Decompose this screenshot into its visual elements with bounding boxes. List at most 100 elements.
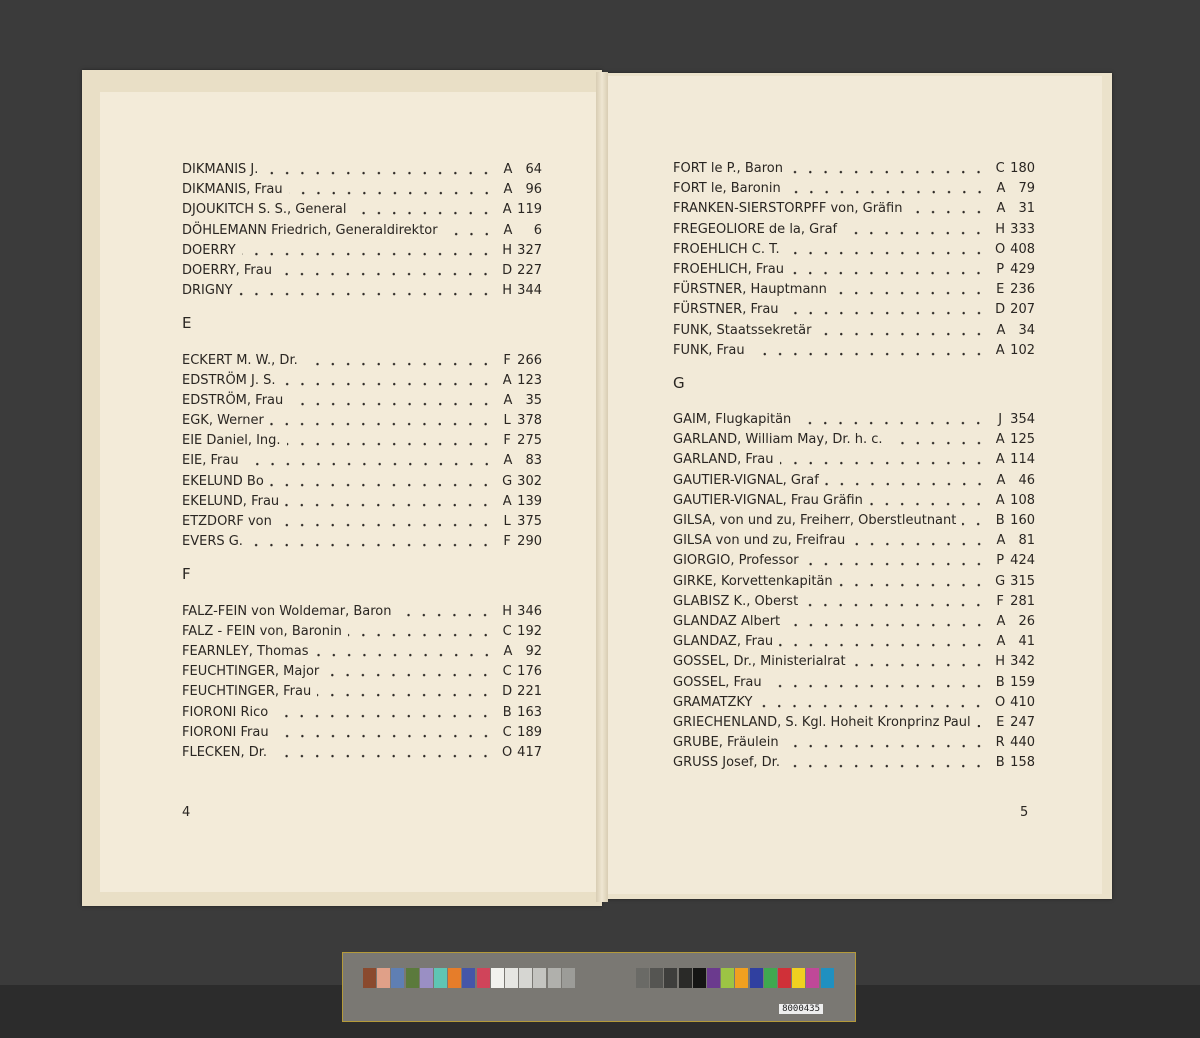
dot-leader [269, 471, 494, 492]
index-entry: FORT le P., Baron C 180 [673, 159, 1035, 180]
entry-name: FLECKEN, Dr. [182, 744, 268, 760]
dot-leader [976, 712, 987, 734]
entry-letter: H [502, 242, 513, 258]
section-heading: F [182, 565, 191, 584]
color-swatch [721, 968, 735, 988]
entry-letter: A [502, 202, 512, 218]
index-entry: GILSA von und zu, Freifrau A 81 [673, 531, 1035, 552]
entry-letter: H [995, 221, 1006, 237]
index-entry: GIORGIO, Professor P 424 [673, 551, 1035, 572]
entry-name: DÖHLEMANN Friedrich, Generaldirektor [182, 222, 438, 238]
entry-name: GILSA von und zu, Freifrau [673, 533, 846, 549]
dot-leader [317, 682, 494, 703]
color-swatch [792, 968, 806, 988]
entry-name: FIORONI Rico [182, 704, 269, 720]
color-swatch [692, 968, 706, 988]
entry-page: 160 [1010, 513, 1035, 528]
entry-letter: L [503, 514, 511, 529]
dot-leader [397, 601, 494, 622]
entry-letter: E [996, 282, 1005, 298]
entry-page: 221 [517, 684, 542, 700]
dot-leader [758, 692, 987, 713]
entry-letter: D [502, 262, 513, 278]
entry-letter: A [502, 372, 512, 388]
index-entry: FROEHLICH C. T. O 408 [673, 239, 1035, 260]
index-entry: GLANDAZ, Frau A 41 [673, 632, 1035, 653]
index-entry: FÜRSTNER, Frau D 207 [673, 300, 1035, 321]
dot-leader [314, 641, 494, 663]
dot-leader [784, 300, 987, 321]
entry-letter: P [996, 553, 1005, 569]
color-card-number: 8000435 [779, 1004, 823, 1014]
index-entry: EDSTRÖM J. S. A 123 [182, 370, 542, 391]
index-entry: GILSA, von und zu, Freiherr, Oberstleutn… [673, 511, 1035, 532]
entry-letter: A [996, 634, 1006, 650]
page-number-right: 5 [1020, 805, 1029, 820]
color-swatch [391, 968, 405, 988]
dot-leader [784, 733, 987, 754]
entry-name: FUNK, Frau [673, 342, 745, 358]
index-entry: EVERS G. F 290 [182, 532, 542, 553]
entry-letter: J [998, 412, 1003, 428]
entry-name: EGK, Werner [182, 413, 264, 429]
entry-letter: A [995, 342, 1005, 358]
entry-letter: B [995, 755, 1005, 771]
index-entry: EKELUND Bo G 302 [182, 471, 542, 492]
entry-name: FIORONI Frau [182, 724, 269, 740]
dot-leader [238, 281, 494, 302]
index-entry: EGK, Werner L 378 [182, 411, 542, 432]
dot-leader [352, 200, 494, 221]
color-swatch [490, 968, 504, 988]
entry-letter: A [996, 181, 1006, 197]
entry-letter: A [996, 472, 1006, 488]
entry-letter: B [995, 674, 1005, 690]
entry-page: 275 [517, 433, 542, 449]
dot-leader [851, 531, 987, 552]
entry-letter: A [995, 452, 1005, 468]
entry-letter: B [995, 513, 1005, 528]
entry-page: 158 [1010, 755, 1035, 771]
entry-name: GLABISZ K., Oberst [673, 593, 799, 609]
entry-page: 102 [1010, 342, 1035, 358]
color-swatch [763, 968, 777, 988]
entry-name: GRIECHENLAND, S. Kgl. Hoheit Kronprinz P… [673, 714, 971, 730]
index-entry: FRANKEN-SIERSTORPFF von, Gräfin A 31 [673, 199, 1035, 220]
color-swatch [462, 968, 476, 988]
index-entry: DOERRY H 327 [182, 240, 542, 261]
entry-letter: G [995, 573, 1006, 589]
entry-letter: P [996, 261, 1005, 277]
entry-letter: A [996, 533, 1006, 549]
entry-name: DIKMANIS, Frau [182, 182, 283, 198]
entry-name: FÜRSTNER, Hauptmann [673, 282, 827, 298]
entry-name: FORT le P., Baron [673, 161, 783, 176]
entry-page: 159 [1010, 674, 1035, 690]
entry-name: GLANDAZ Albert [673, 613, 781, 629]
color-swatch [735, 968, 749, 988]
entry-page: 207 [1010, 302, 1035, 318]
dot-leader [779, 450, 987, 471]
dot-leader [274, 702, 494, 723]
entry-page: 96 [525, 182, 542, 198]
index-entry: FIORONI Rico B 163 [182, 702, 542, 723]
dot-leader [832, 280, 987, 301]
entry-name: GOSSEL, Dr., Ministerialrat [673, 654, 846, 670]
color-swatch [806, 968, 820, 988]
color-swatch [778, 968, 791, 988]
entry-name: FÜRSTNER, Frau [673, 302, 779, 318]
index-entry: EKELUND, Frau A 139 [182, 491, 542, 512]
index-entry: FEUCHTINGER, Major C 176 [182, 662, 542, 683]
index-entry: GAUTIER-VIGNAL, Frau Gräfin A 108 [673, 490, 1035, 511]
entry-page: 247 [1010, 714, 1035, 730]
entry-page: 123 [517, 372, 542, 388]
dot-leader [786, 611, 987, 633]
entry-name: GIORGIO, Professor [673, 553, 799, 569]
color-swatch [749, 968, 763, 988]
index-entry: FALZ - FEIN von, Baronin C 192 [182, 621, 542, 642]
color-swatch [561, 968, 575, 988]
dot-leader [888, 430, 987, 451]
index-entry: DRIGNY H 344 [182, 281, 542, 302]
dot-leader [443, 220, 494, 241]
entry-letter: A [996, 322, 1006, 338]
index-entry: FLECKEN, Dr. O 417 [182, 742, 542, 764]
index-entry: FREGEOLIORE de la, Graf H 333 [673, 219, 1035, 240]
